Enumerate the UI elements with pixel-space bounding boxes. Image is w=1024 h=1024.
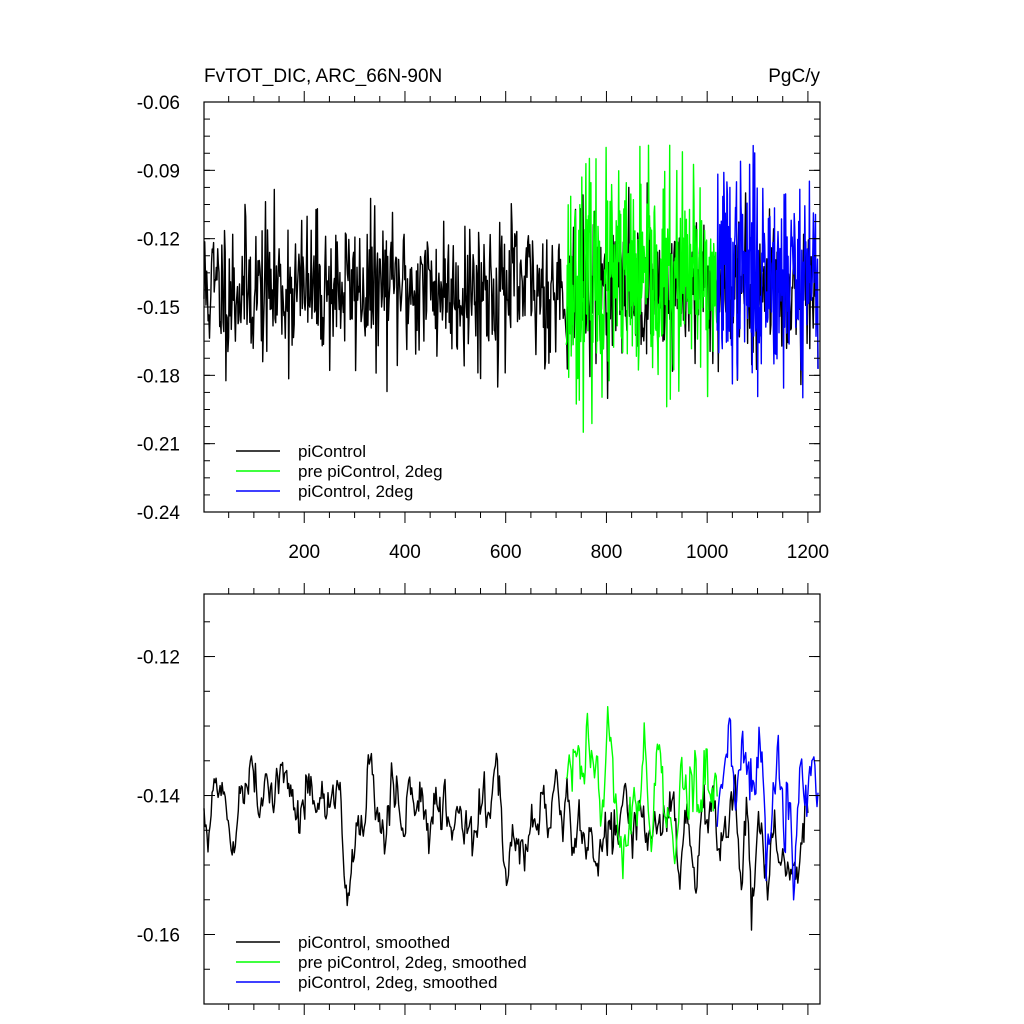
legend-label: pre piControl, 2deg (298, 462, 443, 481)
units-label: PgC/y (768, 66, 820, 87)
x-tick-label: 400 (389, 542, 421, 563)
y-tick-label: -0.21 (137, 435, 180, 456)
legend-label: piControl, 2deg, smoothed (298, 973, 497, 992)
y-tick-label: -0.09 (137, 161, 180, 182)
series-line-0-1 (565, 144, 718, 433)
x-tick-label: 600 (490, 542, 522, 563)
legend-label: piControl, smoothed (298, 933, 450, 952)
x-tick-label: 200 (288, 542, 320, 563)
series-line-1-2 (716, 717, 819, 901)
x-tick-label: 1200 (787, 542, 829, 563)
legend-label: piControl (298, 442, 366, 461)
chart-title: FvTOT_DIC, ARC_66N-90N (204, 66, 442, 87)
bottom-plot-frame (203, 593, 821, 1005)
series-line-1-1 (565, 706, 718, 880)
y-tick-label: -0.12 (137, 230, 180, 251)
legend-label: piControl, 2deg (298, 482, 413, 501)
bottom-axes: -0.12 -0.14 -0.16 (137, 583, 820, 1015)
y-tick-label: -0.15 (137, 298, 180, 319)
y-tick-label: -0.06 (137, 93, 180, 114)
y-tick-label: -0.16 (137, 926, 180, 947)
top-axes: -0.06 -0.09 -0.12 -0.15 -0.18 -0.21 -0.24 200 40… (137, 91, 829, 563)
top-panel: FvTOT_DIC, ARC_66N-90N PgC/y -0.06-0.09-… (137, 66, 829, 563)
top-plot-frame (203, 101, 821, 513)
top-series-group (203, 144, 819, 433)
y-tick-label: -0.14 (137, 787, 181, 808)
x-tick-label: 1000 (686, 542, 728, 563)
y-tick-label: -0.18 (137, 366, 180, 387)
y-tick-label: -0.24 (137, 503, 181, 524)
x-tick-label: 800 (591, 542, 623, 563)
legend-label: pre piControl, 2deg, smoothed (298, 953, 527, 972)
y-tick-label: -0.12 (137, 648, 180, 669)
bottom-series-group (203, 706, 819, 931)
series-line-1-0 (203, 752, 809, 931)
series-line-0-2 (716, 144, 819, 399)
